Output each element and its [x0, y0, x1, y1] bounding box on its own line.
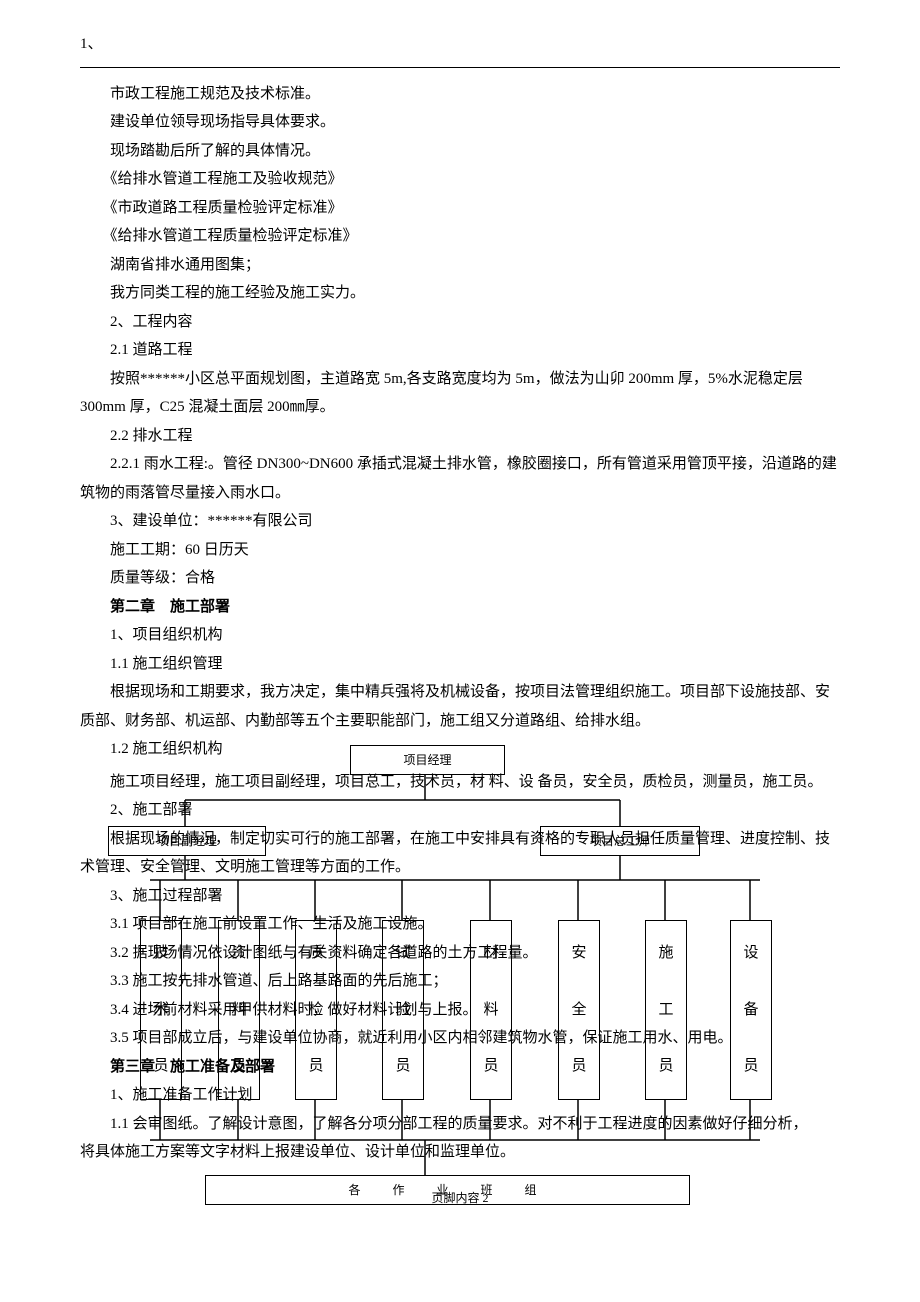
line-6: 《给排水管道工程质量检验评定标准》	[80, 222, 840, 251]
line-7: 湖南省排水通用图集；	[80, 251, 840, 280]
line-deploy: 2、施工部署	[80, 796, 840, 825]
para-road: 按照******小区总平面规划图，主道路宽 5m,各支路宽度均为 5m，做法为山…	[80, 365, 840, 422]
line-9: 2、工程内容	[80, 308, 840, 337]
line-quality: 质量等级：合格	[80, 564, 840, 593]
chapter2-title: 第二章 施工部署	[80, 593, 840, 622]
chapter3-title: 第三章 施工准备及部署	[80, 1053, 840, 1082]
line-35: 3.5 项目部成立后，与建设单位协商，就近利用小区内相邻建筑物水管，保证施工用水…	[80, 1024, 840, 1053]
para-rain: 2.2.1 雨水工程:。管径 DN300~DN600 承插式混凝土排水管，橡胶圈…	[80, 450, 840, 507]
line-process: 3、施工过程部署	[80, 882, 840, 911]
line-3: 现场踏勘后所了解的具体情况。	[80, 137, 840, 166]
line-5: 《市政道路工程质量检验评定标准》	[80, 194, 840, 223]
para-prep: 1.1 会审图纸。了解设计意图，了解各分项分部工程的质量要求。对不利于工程进度的…	[80, 1110, 840, 1167]
line-2: 建设单位领导现场指导具体要求。	[80, 108, 840, 137]
para-mgmt: 根据现场和工期要求，我方决定，集中精兵强将及机械设备，按项目法管理组织施工。项目…	[80, 678, 840, 735]
line-org: 1、项目组织机构	[80, 621, 840, 650]
line-10: 2.1 道路工程	[80, 336, 840, 365]
line-prep: 1、施工准备工作计划	[80, 1081, 840, 1110]
para-struct: 施工项目经理，施工项目副经理，项目总工，技术员，材 料、设 备员，安全员，质检员…	[80, 768, 840, 797]
line-22: 2.2 排水工程	[80, 422, 840, 451]
para-deploy: 根据现场的情况，制定切实可行的施工部署，在施工中安排具有资格的专职人员担任质量管…	[80, 825, 840, 882]
line-1: 市政工程施工规范及技术标准。	[80, 80, 840, 109]
line-31: 3.1 项目部在施工前设置工作、生活及施工设施。	[80, 910, 840, 939]
line-build: 3、建设单位：******有限公司	[80, 507, 840, 536]
header-number: 1、	[80, 30, 840, 59]
line-struct: 1.2 施工组织机构	[80, 735, 840, 764]
line-33: 3.3 施工按先排水管道、后上路基路面的先后施工；	[80, 967, 840, 996]
line-4: 《给排水管道工程施工及验收规范》	[80, 165, 840, 194]
page-footer: 页脚内容 2	[80, 1187, 840, 1210]
header-rule	[80, 67, 840, 68]
line-8: 我方同类工程的施工经验及施工实力。	[80, 279, 840, 308]
line-mgmt: 1.1 施工组织管理	[80, 650, 840, 679]
line-32: 3.2 据现场情况依设计图纸与有关资料确定各道路的土方工程量。	[80, 939, 840, 968]
line-34: 3.4 进场前材料采用甲供材料时，做好材料计划与上报。	[80, 996, 840, 1025]
line-period: 施工工期：60 日历天	[80, 536, 840, 565]
